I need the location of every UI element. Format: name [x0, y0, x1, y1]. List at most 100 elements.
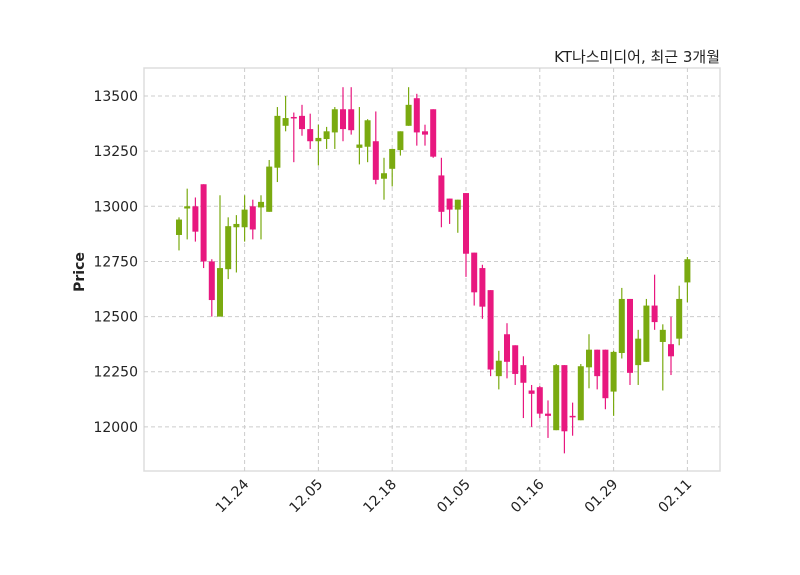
candle: [405, 87, 412, 126]
y-axis-label: Price: [72, 252, 88, 292]
candle: [290, 112, 297, 163]
candle: [249, 199, 256, 240]
y-tick-label: 13000: [93, 199, 138, 215]
candle: [577, 364, 584, 421]
candle: [364, 119, 371, 163]
x-tick-label: 12.18: [360, 477, 400, 517]
candle-body-up: [643, 305, 650, 362]
candle: [618, 287, 625, 359]
candle-body-up: [258, 201, 264, 208]
candle-body-down: [348, 109, 355, 131]
candle: [512, 345, 519, 385]
candle: [627, 298, 633, 385]
candle: [331, 107, 338, 149]
candle: [561, 365, 568, 454]
candle-body-up: [676, 298, 683, 339]
y-tick-label: 13500: [93, 89, 138, 105]
candle-body-down: [520, 365, 527, 383]
candle: [553, 364, 560, 431]
candle-body-down: [594, 349, 601, 377]
candle-body-down: [249, 206, 256, 230]
candle: [282, 96, 289, 132]
candle-body-up: [266, 166, 273, 212]
y-tick-label: 12500: [93, 310, 138, 326]
candle-body-up: [225, 226, 232, 270]
y-tick-label: 13250: [93, 144, 138, 160]
candle-body-up: [610, 351, 617, 392]
candle-body-down: [471, 252, 478, 293]
candle: [217, 195, 223, 317]
candle-body-down: [528, 390, 535, 394]
candle-body-down: [668, 344, 674, 357]
x-tick-label: 01.05: [434, 477, 474, 517]
candle: [520, 356, 527, 419]
candle-body-up: [241, 209, 248, 228]
candle-body-down: [569, 415, 576, 418]
candle: [569, 402, 576, 436]
x-tick-label: 01.29: [582, 477, 622, 517]
candle-body-down: [446, 198, 453, 210]
candle-body-down: [479, 268, 486, 307]
candle: [487, 290, 494, 377]
candle: [438, 157, 445, 228]
candle: [233, 215, 240, 273]
candle: [504, 323, 510, 379]
candle: [356, 107, 363, 165]
candle-body-up: [659, 329, 666, 342]
candle-body-up: [364, 120, 371, 147]
candle: [495, 350, 502, 390]
candle-body-down: [307, 129, 314, 142]
candle: [372, 111, 379, 185]
candle-body-up: [331, 109, 338, 133]
candle-body-up: [233, 223, 240, 228]
candle: [545, 400, 551, 438]
candle: [602, 349, 609, 410]
candle-body-up: [356, 144, 363, 148]
candle: [258, 195, 264, 240]
candle-body-up: [397, 131, 404, 151]
candle: [684, 257, 691, 303]
candle-body-down: [438, 175, 445, 212]
x-tick-label: 01.16: [508, 476, 548, 516]
candle-body-up: [495, 360, 502, 377]
candle-body-up: [684, 259, 691, 283]
candle: [454, 199, 461, 233]
candle: [315, 124, 322, 166]
candle-body-up: [381, 173, 387, 179]
candle: [241, 195, 248, 242]
x-tick-label: 12.05: [287, 477, 327, 517]
candle: [422, 124, 428, 146]
candle-body-down: [430, 109, 437, 157]
candle: [323, 126, 330, 149]
candle: [208, 259, 215, 317]
candle-body-up: [323, 131, 330, 140]
candle-body-down: [651, 305, 658, 323]
candle-body-down: [299, 115, 305, 130]
candle-body-up: [176, 219, 182, 235]
x-tick-label: 02.11: [656, 477, 696, 517]
candle-body-up: [389, 148, 396, 169]
candle-body-up: [586, 349, 592, 368]
candle: [397, 131, 404, 156]
candle-body-down: [340, 109, 346, 130]
candle-body-down: [536, 387, 543, 414]
candle-body-down: [372, 141, 379, 180]
candle: [430, 109, 437, 158]
candle: [471, 252, 478, 306]
candle: [586, 334, 592, 389]
candle: [184, 188, 191, 240]
candle-body-up: [553, 365, 560, 431]
y-tick-label: 12250: [93, 365, 138, 381]
candle-body-down: [422, 131, 428, 135]
candle-body-down: [192, 206, 199, 232]
candle-body-up: [217, 268, 223, 317]
candle-body-down: [602, 349, 609, 399]
candle-body-up: [282, 118, 289, 126]
candle: [200, 184, 207, 269]
candle: [192, 197, 199, 242]
x-tick-label: 11.24: [213, 476, 253, 516]
candle: [348, 87, 355, 135]
candle-body-down: [463, 193, 469, 254]
candle-body-up: [274, 115, 281, 168]
candle-body-down: [504, 334, 510, 362]
